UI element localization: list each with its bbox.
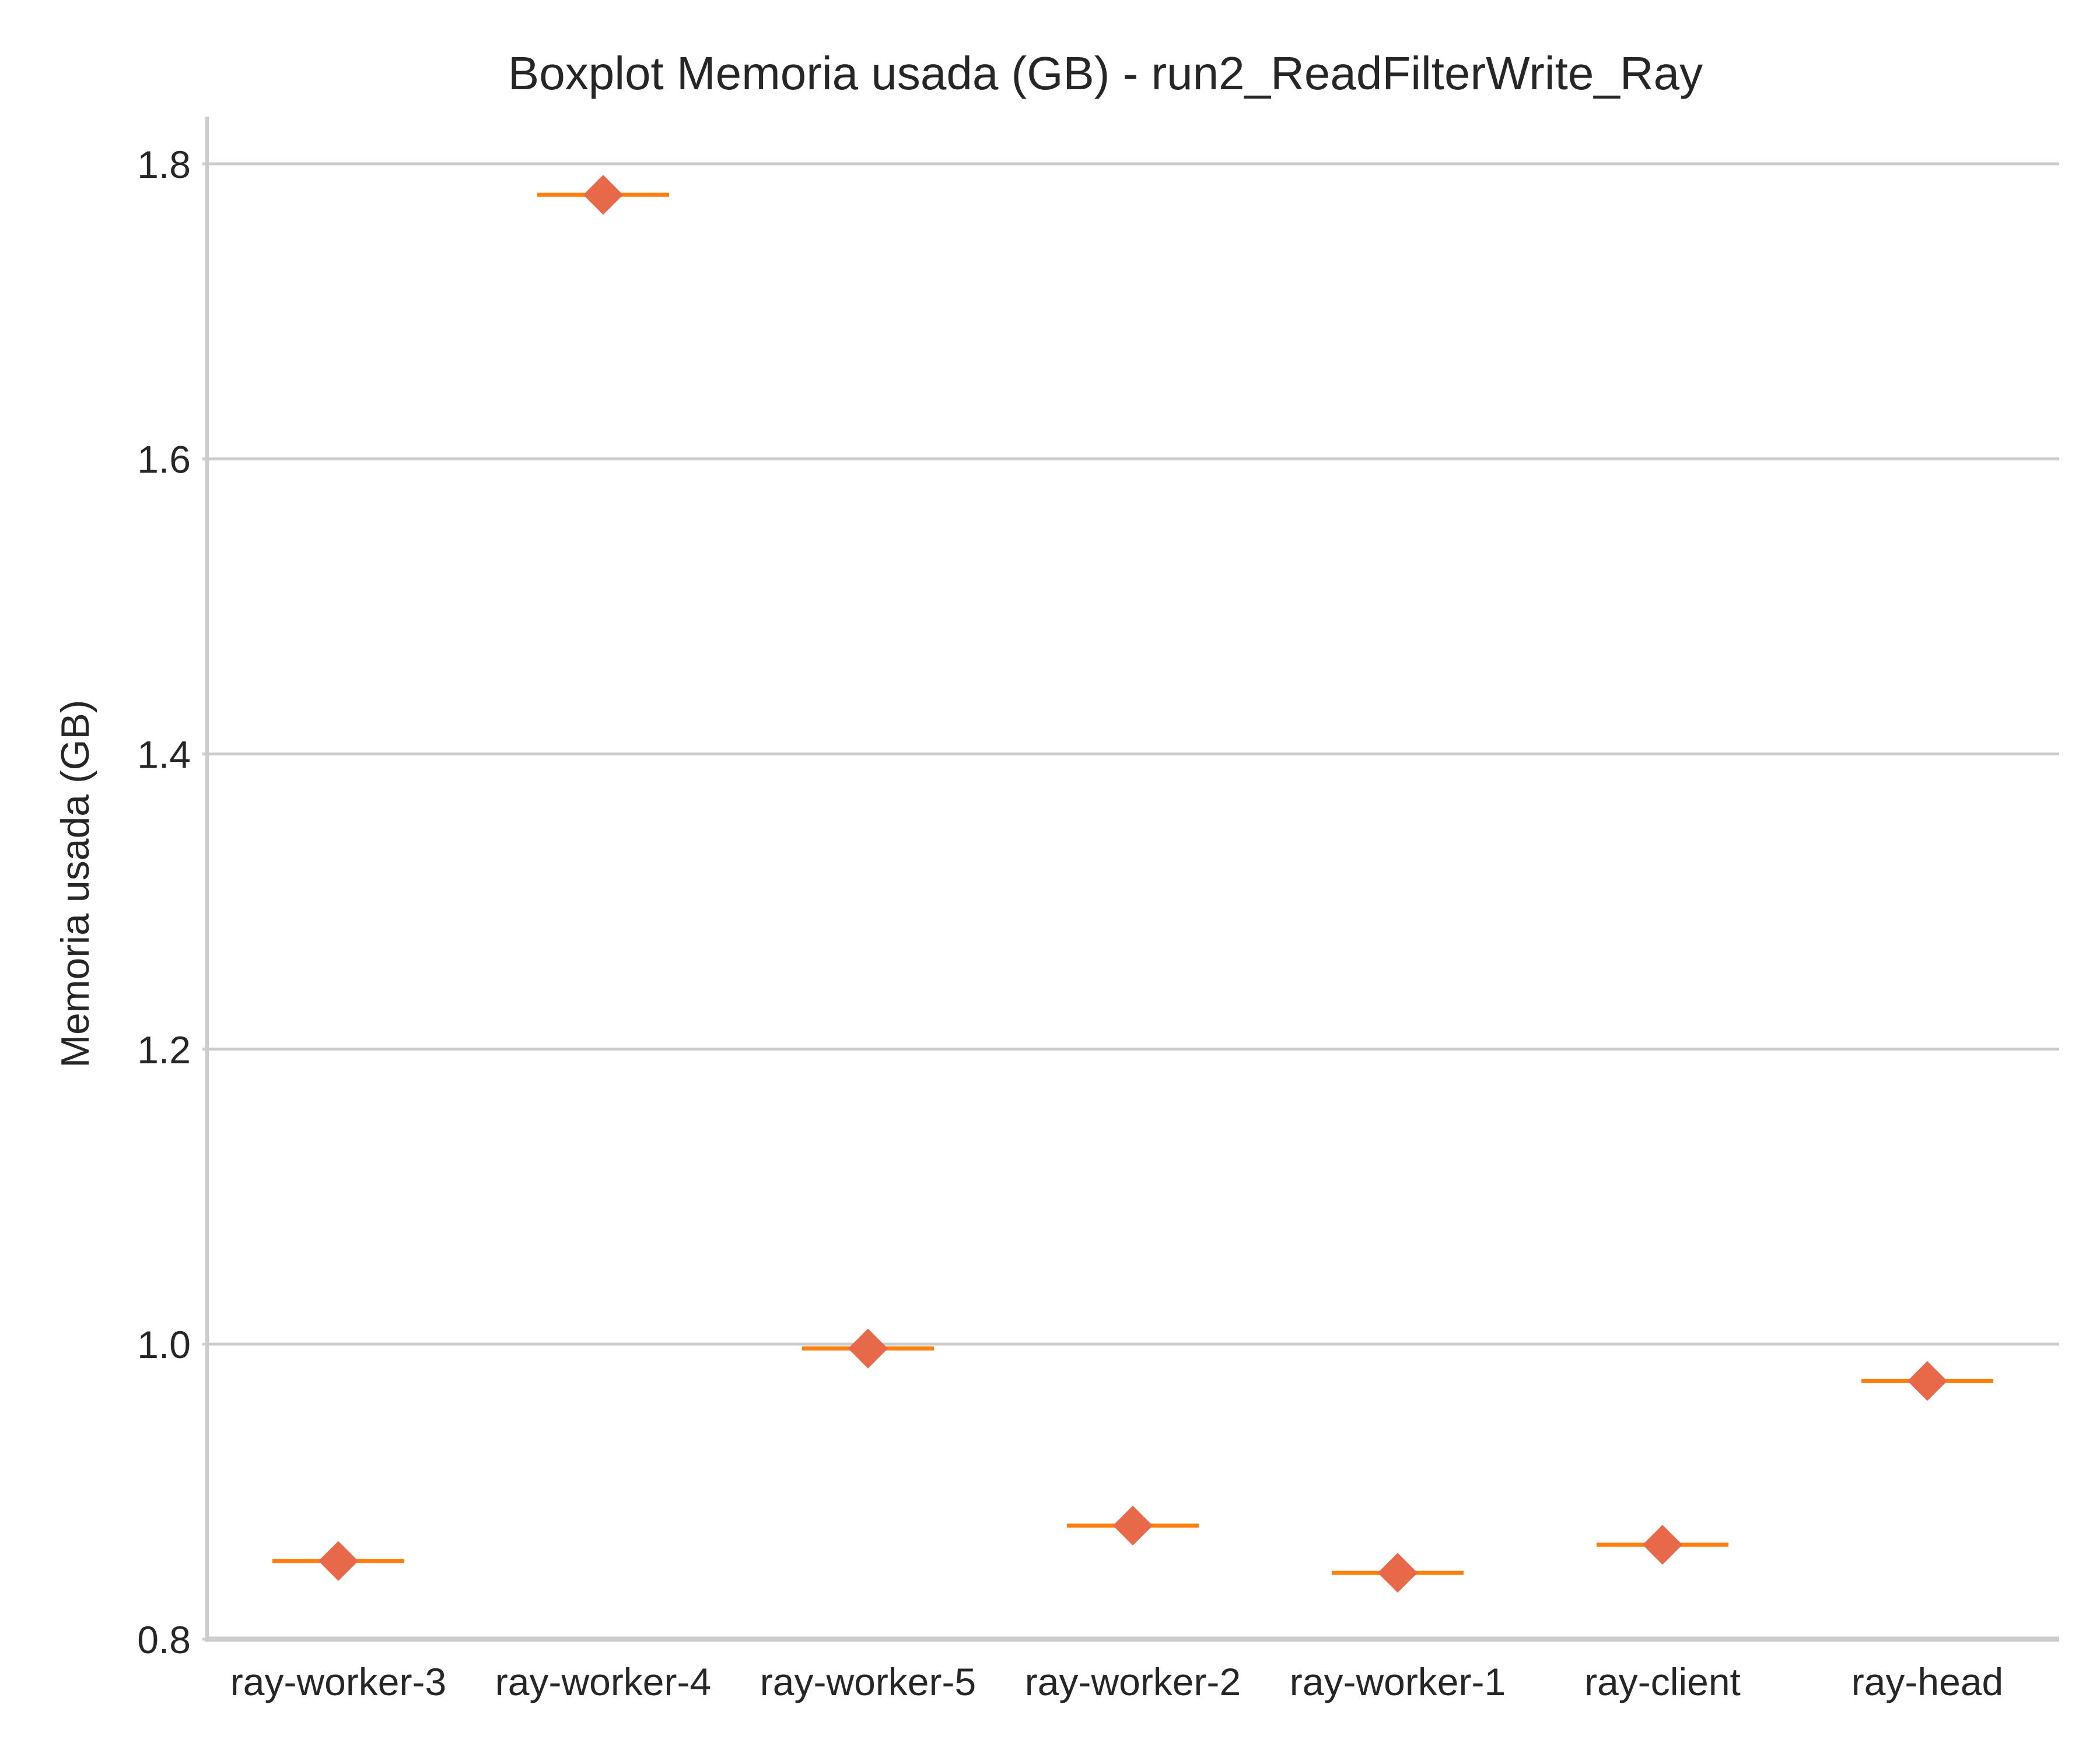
x-tick-label: ray-worker-3	[230, 1660, 446, 1703]
y-tick-label: 1.8	[137, 143, 191, 186]
mean-marker	[1377, 1553, 1418, 1593]
x-tick-label: ray-client	[1584, 1660, 1741, 1703]
y-gridlines	[202, 162, 2059, 1641]
mean-marker	[1642, 1525, 1683, 1565]
mean-marker	[318, 1541, 359, 1581]
axis-spines	[205, 117, 2059, 1642]
mean-marker	[848, 1328, 888, 1368]
mean-marker	[583, 174, 624, 215]
box-marks	[272, 174, 1993, 1593]
x-tick-label: ray-worker-1	[1290, 1660, 1506, 1703]
y-axis-label: Memoria usada (GB)	[53, 699, 97, 1068]
mean-marker	[1112, 1506, 1153, 1546]
chart-title: Boxplot Memoria usada (GB) - run2_ReadFi…	[508, 47, 1703, 99]
x-tick-label: ray-worker-4	[495, 1660, 711, 1703]
y-tick-label: 1.6	[137, 438, 191, 481]
y-tick-labels: 0.8 1.0 1.2 1.4 1.6 1.8	[137, 143, 191, 1661]
mean-marker	[1907, 1361, 1948, 1401]
x-tick-label: ray-worker-2	[1025, 1660, 1241, 1703]
y-tick-label: 1.0	[137, 1323, 191, 1366]
y-tick-label: 1.4	[137, 733, 191, 776]
y-tick-label: 0.8	[137, 1618, 191, 1661]
y-tick-label: 1.2	[137, 1028, 191, 1071]
x-tick-label: ray-head	[1852, 1660, 2004, 1703]
x-tick-label: ray-worker-5	[760, 1660, 976, 1703]
x-tick-labels: ray-worker-3 ray-worker-4 ray-worker-5 ray-…	[230, 1660, 2003, 1703]
